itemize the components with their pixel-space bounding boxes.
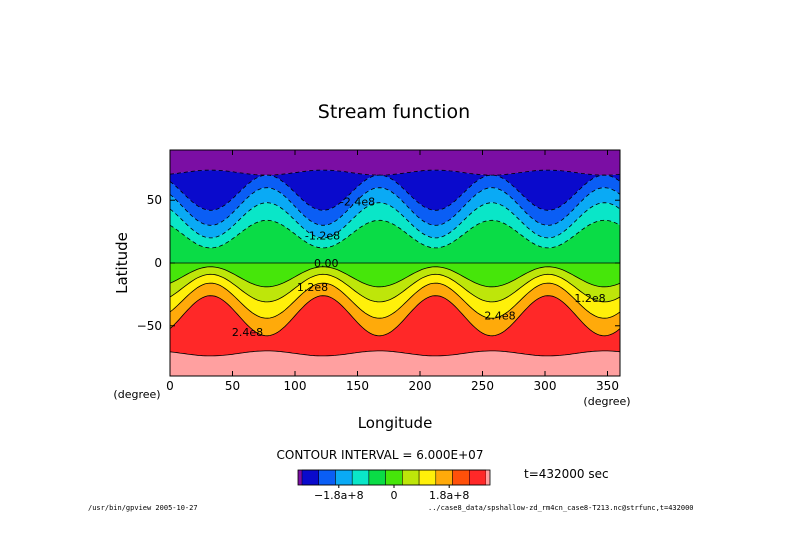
colorbar-cell <box>368 469 386 486</box>
x-axis-label: Longitude <box>358 414 433 432</box>
contour-label: 0.00 <box>314 257 339 270</box>
contour-line <box>170 174 620 211</box>
colorbar-cell <box>452 469 470 486</box>
x-axis-ticks: 0 50 100 150 200 250 300 350 <box>166 150 619 393</box>
contour-label: -2.4e8 <box>340 195 375 208</box>
colorbar <box>297 469 491 486</box>
x-tick-label: 200 <box>409 379 432 393</box>
contour-line <box>170 266 620 288</box>
y-tick-label: 50 <box>147 193 162 207</box>
contour-label: 1.2e8 <box>297 281 328 294</box>
contour-line <box>170 202 620 239</box>
contour-band <box>170 263 620 287</box>
colorbar-tick-labels: −1.8a+8 0 1.8a+8 <box>314 485 469 502</box>
contour-line <box>170 169 620 176</box>
contour-label: -1.2e8 <box>305 229 340 242</box>
x-tick-label: 50 <box>225 379 240 393</box>
colorbar-cell <box>318 469 336 486</box>
contour-band <box>170 283 620 336</box>
colorbar-tick-label: −1.8a+8 <box>314 489 364 502</box>
y-tick-label: −50 <box>137 319 162 333</box>
time-text: t=432000 sec <box>524 467 609 481</box>
contour-band <box>170 350 620 376</box>
contour-label: 2.4e8 <box>484 310 515 323</box>
x-tick-label: 300 <box>534 379 557 393</box>
y-axis-ticks: 50 0 −50 <box>137 193 620 333</box>
colorbar-cell <box>469 469 487 486</box>
colorbar-cell <box>486 470 490 485</box>
colorbar-cell <box>351 469 370 486</box>
y-axis-unit: (degree) <box>113 388 160 401</box>
contour-band <box>170 202 620 248</box>
x-tick-label: 250 <box>471 379 494 393</box>
contour-lines <box>170 169 620 357</box>
colorbar-cell <box>418 469 437 486</box>
footer-left: /usr/bin/gpview 2005-10-27 <box>88 504 198 512</box>
chart-title: Stream function <box>318 101 470 123</box>
x-axis-unit: (degree) <box>583 395 630 408</box>
y-tick-label: 0 <box>154 256 162 270</box>
contour-line <box>170 219 620 249</box>
contour-band <box>170 175 620 226</box>
colorbar-tick-label: 0 <box>391 489 398 502</box>
y-axis-label: Latitude <box>113 232 131 294</box>
footer-right: ../case8_data/spshallow-zd_rm4cn_case8-T… <box>428 504 694 512</box>
contour-band <box>170 266 620 302</box>
x-tick-label: 350 <box>596 379 619 393</box>
contour-band <box>170 220 620 263</box>
contour-label: 1.2e8 <box>574 292 605 305</box>
colorbar-cell <box>385 469 403 486</box>
contour-label: 2.4e8 <box>232 326 263 339</box>
contour-line <box>170 350 620 357</box>
x-tick-label: 0 <box>166 379 174 393</box>
contour-line <box>170 295 620 337</box>
contour-band <box>170 187 620 238</box>
contour-band <box>170 295 620 356</box>
colorbar-tick-label: 1.8a+8 <box>429 489 469 502</box>
contour-labels: -2.4e8 -1.2e8 0.00 1.2e8 1.2e8 2.4e8 2.4e8 <box>232 195 606 339</box>
colorbar-cell <box>298 470 302 485</box>
contour-band <box>170 170 620 211</box>
contour-line <box>170 273 620 303</box>
colorbar-cell <box>402 469 420 486</box>
colorbar-cell <box>435 469 453 486</box>
x-tick-label: 150 <box>346 379 369 393</box>
contour-bands <box>170 150 620 376</box>
x-tick-label: 100 <box>284 379 307 393</box>
contour-interval-text: CONTOUR INTERVAL = 6.000E+07 <box>277 448 484 462</box>
colorbar-cell <box>301 469 319 486</box>
colorbar-cell <box>335 469 353 486</box>
contour-band <box>170 150 620 176</box>
contour-line <box>170 282 620 319</box>
contour-band <box>170 274 620 319</box>
